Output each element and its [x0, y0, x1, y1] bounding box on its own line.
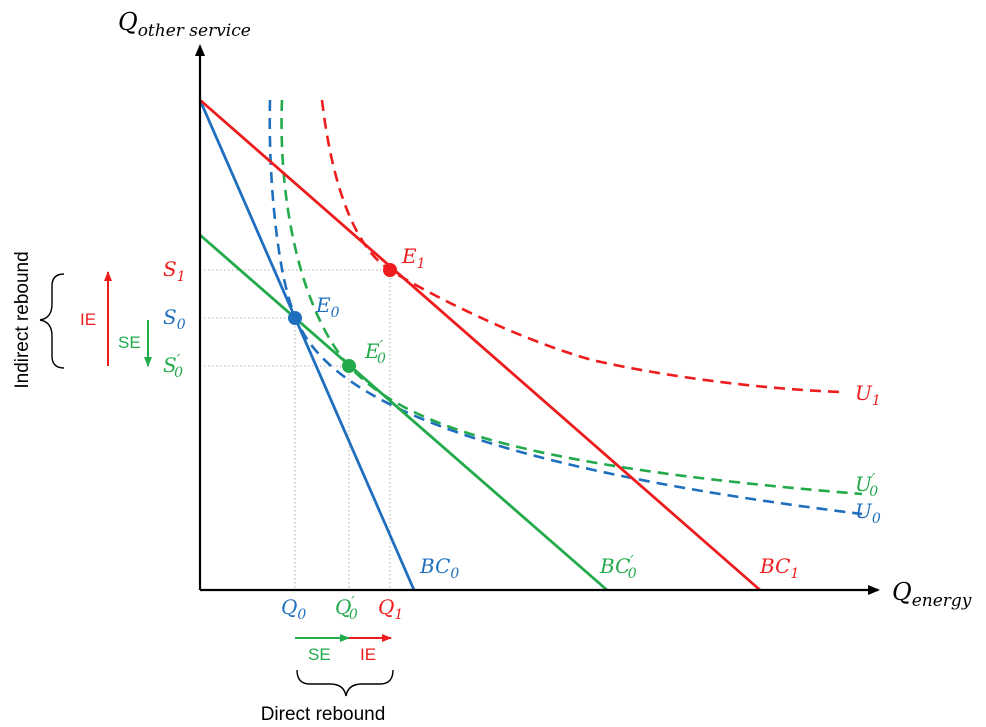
bc1-label: BC1 — [759, 554, 799, 582]
e0-label: E0 — [315, 293, 340, 321]
indirect-rebound-label: Indirect rebound — [12, 251, 33, 388]
s1-label: S1 — [163, 257, 186, 285]
bc0-line — [198, 99, 416, 591]
ie-horizontal-label: IE — [360, 645, 376, 664]
y-axis-label: Qother service — [118, 8, 251, 41]
s0-label: S0 — [163, 305, 186, 333]
bc0-prime-line — [199, 233, 608, 592]
u0-prime-curve — [280, 99, 863, 496]
direct-rebound-brace — [296, 669, 394, 697]
bc1-line — [199, 98, 761, 592]
se-horizontal-label: SE — [308, 645, 331, 664]
e0-prime-point — [342, 359, 356, 373]
u0-curve — [268, 99, 863, 516]
bc0-prime-label: BC′ 0 — [599, 552, 637, 582]
e1-label: E1 — [401, 244, 426, 272]
bc0-label: BC0 — [419, 554, 459, 582]
e0-point — [288, 311, 302, 325]
q0-prime-label: Q′ 0 — [335, 593, 358, 623]
x-axis-label: Qenergy — [892, 578, 972, 611]
e0-prime-label: E′ 0 — [364, 337, 386, 367]
ie-vertical-label: IE — [80, 310, 96, 329]
u0-label: U0 — [855, 499, 881, 527]
u1-label: U1 — [855, 381, 881, 409]
u0-prime-label: U′ 0 — [855, 470, 878, 500]
q1-label: Q1 — [378, 595, 403, 623]
q0-label: Q0 — [281, 595, 306, 623]
s0-prime-label: S′ 0 — [163, 351, 183, 381]
se-vertical-label: SE — [118, 333, 141, 352]
u1-curve — [320, 99, 843, 394]
guide-lines — [200, 269, 391, 590]
e1-point — [383, 263, 397, 277]
indirect-rebound-brace — [39, 273, 65, 369]
direct-rebound-label: Direct rebound — [261, 704, 386, 725]
